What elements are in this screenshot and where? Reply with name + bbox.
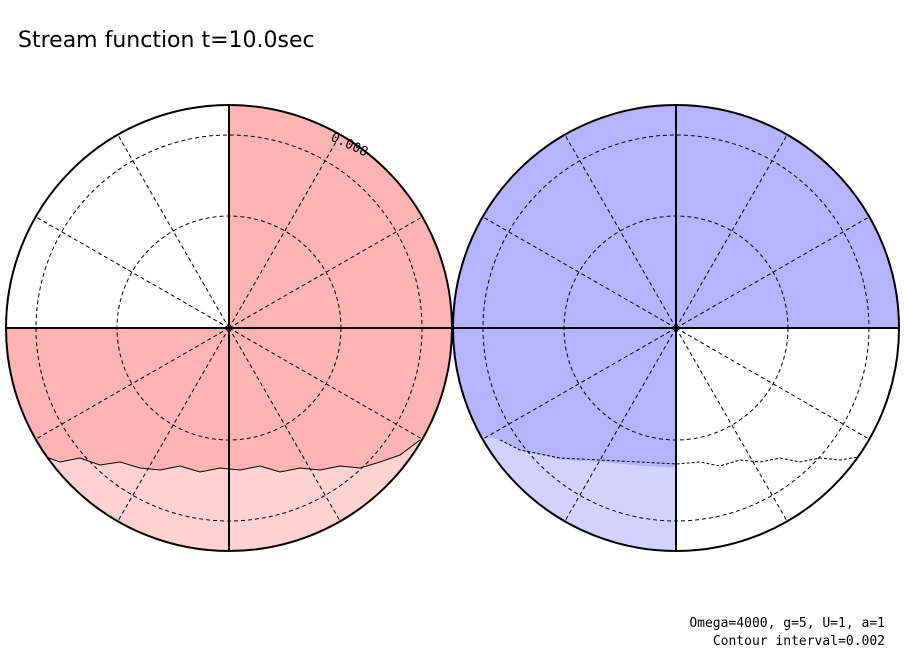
note: Omega=4000, g=5, U=1, a=1 (689, 616, 885, 631)
note: Contour interval=0.002 (713, 634, 885, 649)
contour-line (499, 439, 871, 467)
title: Stream function t=10.0sec (18, 28, 315, 53)
positive-region (453, 328, 676, 468)
